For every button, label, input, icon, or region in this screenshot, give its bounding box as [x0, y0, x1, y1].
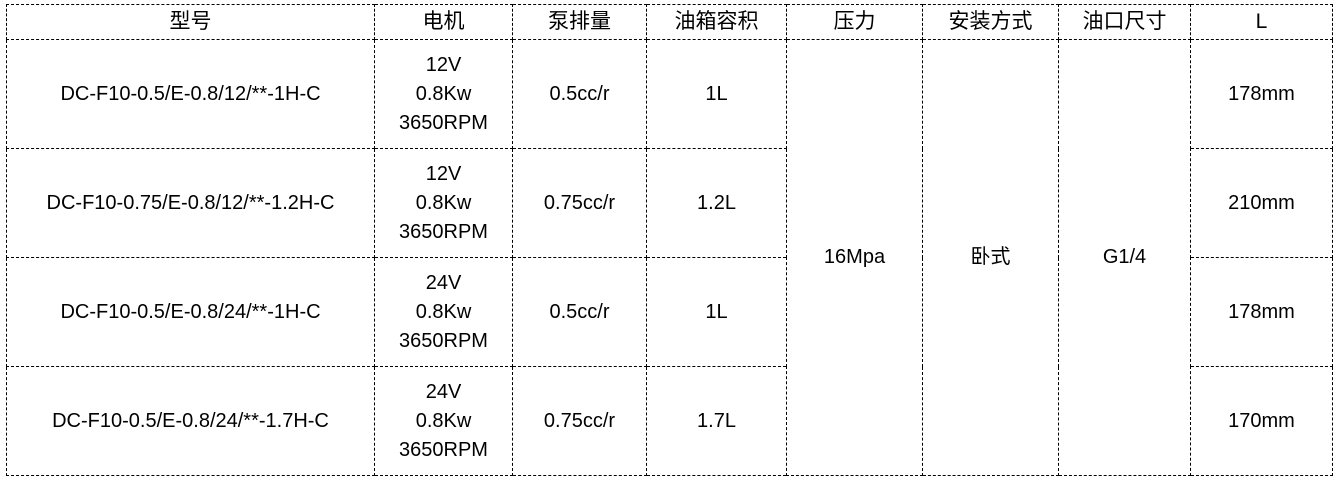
- spec-table-container: 型号 电机 泵排量 油箱容积 压力 安装方式 油口尺寸 L DC-F10-0.5…: [6, 4, 1333, 476]
- cell-displacement: 0.75cc/r: [512, 366, 647, 476]
- column-header-port-size: 油口尺寸: [1058, 4, 1191, 40]
- motor-power: 0.8Kw: [415, 191, 472, 214]
- column-header-motor: 电机: [374, 4, 513, 40]
- table-row: DC-F10-0.5/E-0.8/24/**-1H-C 24V 0.8Kw 36…: [6, 257, 1333, 367]
- cell-motor: 12V 0.8Kw 3650RPM: [374, 39, 513, 149]
- cell-model: DC-F10-0.75/E-0.8/12/**-1.2H-C: [6, 148, 375, 258]
- column-header-displacement: 泵排量: [512, 4, 647, 40]
- cell-length: 170mm: [1190, 366, 1333, 476]
- cell-displacement: 0.5cc/r: [512, 257, 647, 367]
- cell-length: 178mm: [1190, 39, 1333, 149]
- cell-model: DC-F10-0.5/E-0.8/24/**-1.7H-C: [6, 366, 375, 476]
- table-row: DC-F10-0.5/E-0.8/12/**-1H-C 12V 0.8Kw 36…: [6, 39, 1333, 476]
- motor-power: 0.8Kw: [415, 409, 472, 432]
- table-header: 型号 电机 泵排量 油箱容积 压力 安装方式 油口尺寸 L: [6, 4, 1333, 40]
- cell-displacement: 0.5cc/r: [512, 39, 647, 149]
- cell-displacement: 0.75cc/r: [512, 148, 647, 258]
- cell-motor: 24V 0.8Kw 3650RPM: [374, 366, 513, 476]
- column-header-mounting: 安装方式: [922, 4, 1059, 40]
- cell-tank-volume: 1L: [646, 39, 787, 149]
- cell-motor: 24V 0.8Kw 3650RPM: [374, 257, 513, 367]
- cell-port-size-merged: G1/4: [1058, 39, 1191, 476]
- table-row: DC-F10-0.5/E-0.8/24/**-1.7H-C 24V 0.8Kw …: [6, 366, 1333, 476]
- motor-power: 0.8Kw: [415, 300, 472, 323]
- cell-motor: 12V 0.8Kw 3650RPM: [374, 148, 513, 258]
- motor-speed: 3650RPM: [399, 438, 488, 461]
- cell-tank-volume: 1.7L: [646, 366, 787, 476]
- table-header-row: 型号 电机 泵排量 油箱容积 压力 安装方式 油口尺寸 L: [6, 4, 1333, 40]
- motor-voltage: 24V: [425, 380, 462, 403]
- cell-tank-volume: 1.2L: [646, 148, 787, 258]
- column-header-pressure: 压力: [786, 4, 923, 40]
- motor-speed: 3650RPM: [399, 220, 488, 243]
- cell-tank-volume: 1L: [646, 257, 787, 367]
- column-header-tank-volume: 油箱容积: [646, 4, 787, 40]
- cell-mounting-merged: 卧式: [922, 39, 1059, 476]
- motor-speed: 3650RPM: [399, 329, 488, 352]
- table-body: DC-F10-0.5/E-0.8/12/**-1H-C 12V 0.8Kw 36…: [6, 39, 1333, 476]
- motor-speed: 3650RPM: [399, 111, 488, 134]
- cell-model: DC-F10-0.5/E-0.8/12/**-1H-C: [6, 39, 375, 149]
- hydraulic-power-unit-spec-table: 型号 电机 泵排量 油箱容积 压力 安装方式 油口尺寸 L DC-F10-0.5…: [6, 4, 1333, 476]
- cell-model: DC-F10-0.5/E-0.8/24/**-1H-C: [6, 257, 375, 367]
- motor-voltage: 12V: [425, 53, 462, 76]
- motor-voltage: 12V: [425, 162, 462, 185]
- cell-length: 178mm: [1190, 257, 1333, 367]
- motor-voltage: 24V: [425, 271, 462, 294]
- column-header-model: 型号: [6, 4, 375, 40]
- column-header-length: L: [1190, 4, 1333, 40]
- table-row: DC-F10-0.75/E-0.8/12/**-1.2H-C 12V 0.8Kw…: [6, 148, 1333, 258]
- motor-power: 0.8Kw: [415, 82, 472, 105]
- cell-pressure-merged: 16Mpa: [786, 39, 923, 476]
- cell-length: 210mm: [1190, 148, 1333, 258]
